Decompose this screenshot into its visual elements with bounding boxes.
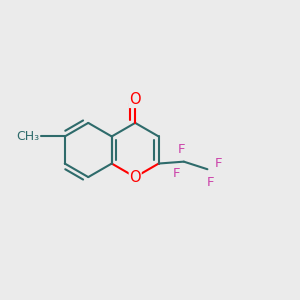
Text: O: O bbox=[129, 169, 141, 184]
Text: F: F bbox=[214, 158, 222, 170]
Text: F: F bbox=[177, 143, 185, 156]
Text: CH₃: CH₃ bbox=[16, 130, 39, 143]
Text: F: F bbox=[207, 176, 215, 189]
Text: F: F bbox=[173, 167, 181, 180]
Text: O: O bbox=[129, 92, 141, 107]
